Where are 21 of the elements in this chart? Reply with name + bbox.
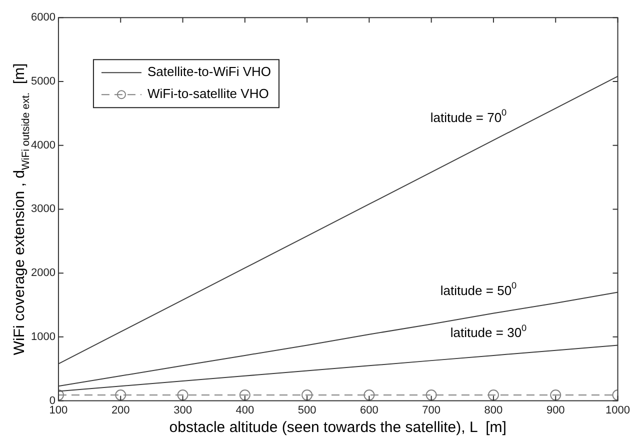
x-tick-label: 700 xyxy=(422,404,441,416)
y-tick-label: 5000 xyxy=(30,76,56,88)
legend-label: WiFi-to-satellite VHO xyxy=(147,86,269,102)
x-tick-label: 200 xyxy=(111,404,130,416)
x-tick-label: 300 xyxy=(174,404,192,416)
x-tick-label: 900 xyxy=(546,404,565,416)
x-axis-title: obstacle altitude (seen towards the satellite), L [m] xyxy=(169,419,506,436)
y-axis-title: WiFi coverage extension , dWiFi outside ext. [m] xyxy=(11,63,32,356)
x-tick-label: 400 xyxy=(236,404,254,416)
x-tick-label: 800 xyxy=(484,404,503,416)
y-tick-label: 1000 xyxy=(30,330,56,343)
x-tick-label: 500 xyxy=(298,404,316,416)
y-tick-label: 4000 xyxy=(30,139,56,152)
y-tick-label: 0 xyxy=(49,394,56,407)
y-tick-label: 2000 xyxy=(30,267,56,280)
y-tick-label: 3000 xyxy=(30,203,56,216)
legend-label: Satellite-to-WiFi VHO xyxy=(147,64,271,80)
x-tick-label: 600 xyxy=(360,404,378,416)
y-tick-label: 6000 xyxy=(30,12,56,24)
x-tick-label: 1000 xyxy=(606,404,630,416)
x-tick-label: 100 xyxy=(49,404,68,416)
